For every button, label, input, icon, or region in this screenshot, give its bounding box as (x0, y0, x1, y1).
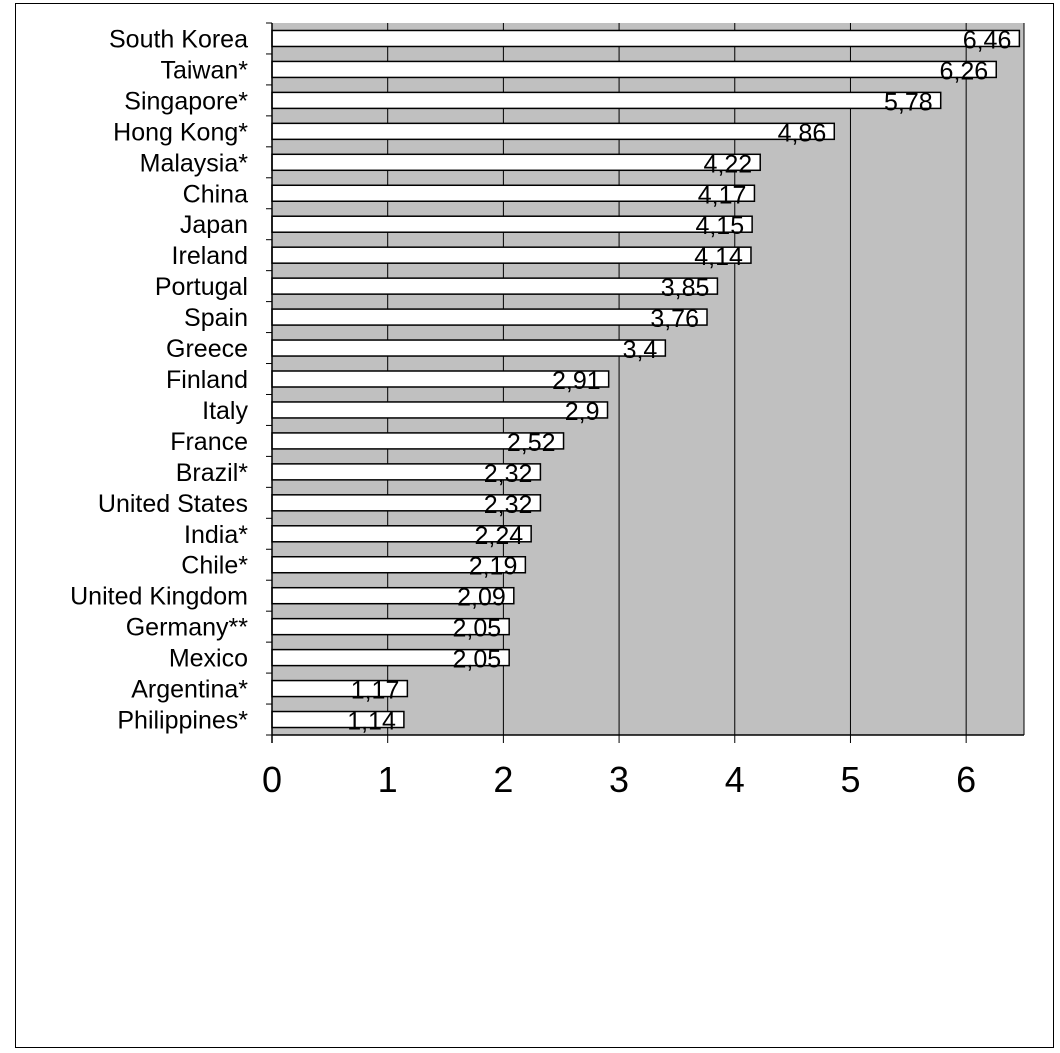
category-label: United States (98, 490, 248, 518)
bar-1 (271, 60, 997, 79)
data-label: 3,85 (661, 274, 710, 302)
data-label: 5,78 (884, 88, 933, 116)
category-label: Italy (202, 397, 248, 425)
category-label: Hong Kong* (113, 118, 248, 146)
data-label: 4,14 (694, 243, 743, 271)
bar-8 (271, 277, 719, 295)
data-label: 1,14 (347, 708, 396, 736)
bar-10 (271, 339, 667, 357)
category-label: United Kingdom (70, 583, 248, 611)
data-label: 2,05 (452, 646, 501, 674)
data-label: 3,76 (650, 305, 699, 333)
category-label: Portugal (155, 273, 248, 301)
data-label: 3,4 (623, 336, 658, 364)
chart-frame: South Korea Taiwan* Singapore* Hong Kong* Ma… (15, 3, 1054, 1048)
category-label: France (170, 428, 248, 456)
data-labels: 6,46 6,265,78 4,86 4,22 4,17 4,15 4,14 3,85 3,76… (347, 26, 1011, 735)
bar-5 (271, 184, 756, 203)
category-labels: South Korea Taiwan* Singapore* Hong Kong* Ma… (70, 25, 248, 734)
axes (266, 22, 1024, 743)
x-tick-label: 4 (725, 759, 745, 800)
x-tick-label: 6 (956, 759, 976, 800)
category-label: Greece (166, 335, 248, 363)
data-label: 2,32 (484, 491, 533, 519)
category-label: Taiwan* (160, 56, 248, 84)
data-label: 2,91 (552, 367, 601, 395)
data-label: 4,15 (695, 212, 744, 240)
category-label: Finland (166, 366, 248, 394)
category-label: Spain (184, 304, 248, 332)
bar-12 (271, 401, 609, 419)
data-label: 6,26 (940, 57, 989, 85)
data-label: 1,17 (351, 677, 400, 705)
data-label: 2,09 (457, 584, 506, 612)
data-label: 2,32 (484, 460, 533, 488)
bar-3 (271, 122, 836, 141)
bar-0 (271, 29, 1021, 48)
category-label: Germany** (126, 614, 249, 642)
bar-9 (271, 308, 708, 326)
category-label: India* (184, 521, 248, 549)
bars (271, 29, 1021, 729)
bar-2 (271, 91, 942, 110)
data-label: 6,46 (963, 26, 1012, 54)
data-label: 4,17 (698, 181, 747, 209)
category-label: Malaysia* (140, 149, 249, 177)
data-label: 2,19 (469, 553, 518, 581)
category-label: Brazil* (176, 459, 249, 487)
category-label: Ireland (172, 242, 248, 270)
bar-6 (271, 215, 753, 233)
category-label: Japan (180, 211, 248, 239)
data-label: 4,86 (778, 119, 827, 147)
bar-4 (271, 153, 761, 172)
data-label: 2,24 (474, 522, 523, 550)
x-tick-label: 3 (609, 759, 629, 800)
x-tick-label: 0 (262, 759, 282, 800)
category-label: South Korea (109, 25, 248, 53)
category-label: Argentina* (131, 676, 248, 704)
category-label: Mexico (169, 645, 248, 673)
x-tick-labels: 0 1 2 3 4 5 6 (262, 759, 976, 800)
data-label: 4,22 (704, 150, 753, 178)
category-label: China (183, 180, 248, 208)
x-tick-label: 5 (840, 759, 860, 800)
category-label: Chile* (181, 552, 248, 580)
category-label: Singapore* (124, 87, 248, 115)
x-tick-label: 2 (493, 759, 513, 800)
category-label: Philippines* (117, 707, 248, 735)
data-label: 2,52 (507, 429, 556, 457)
data-label: 2,05 (452, 615, 501, 643)
data-label: 2,9 (565, 398, 600, 426)
bar-7 (271, 246, 752, 264)
bar-chart: South Korea Taiwan* Singapore* Hong Kong* Ma… (70, 22, 1025, 800)
x-tick-label: 1 (378, 759, 398, 800)
